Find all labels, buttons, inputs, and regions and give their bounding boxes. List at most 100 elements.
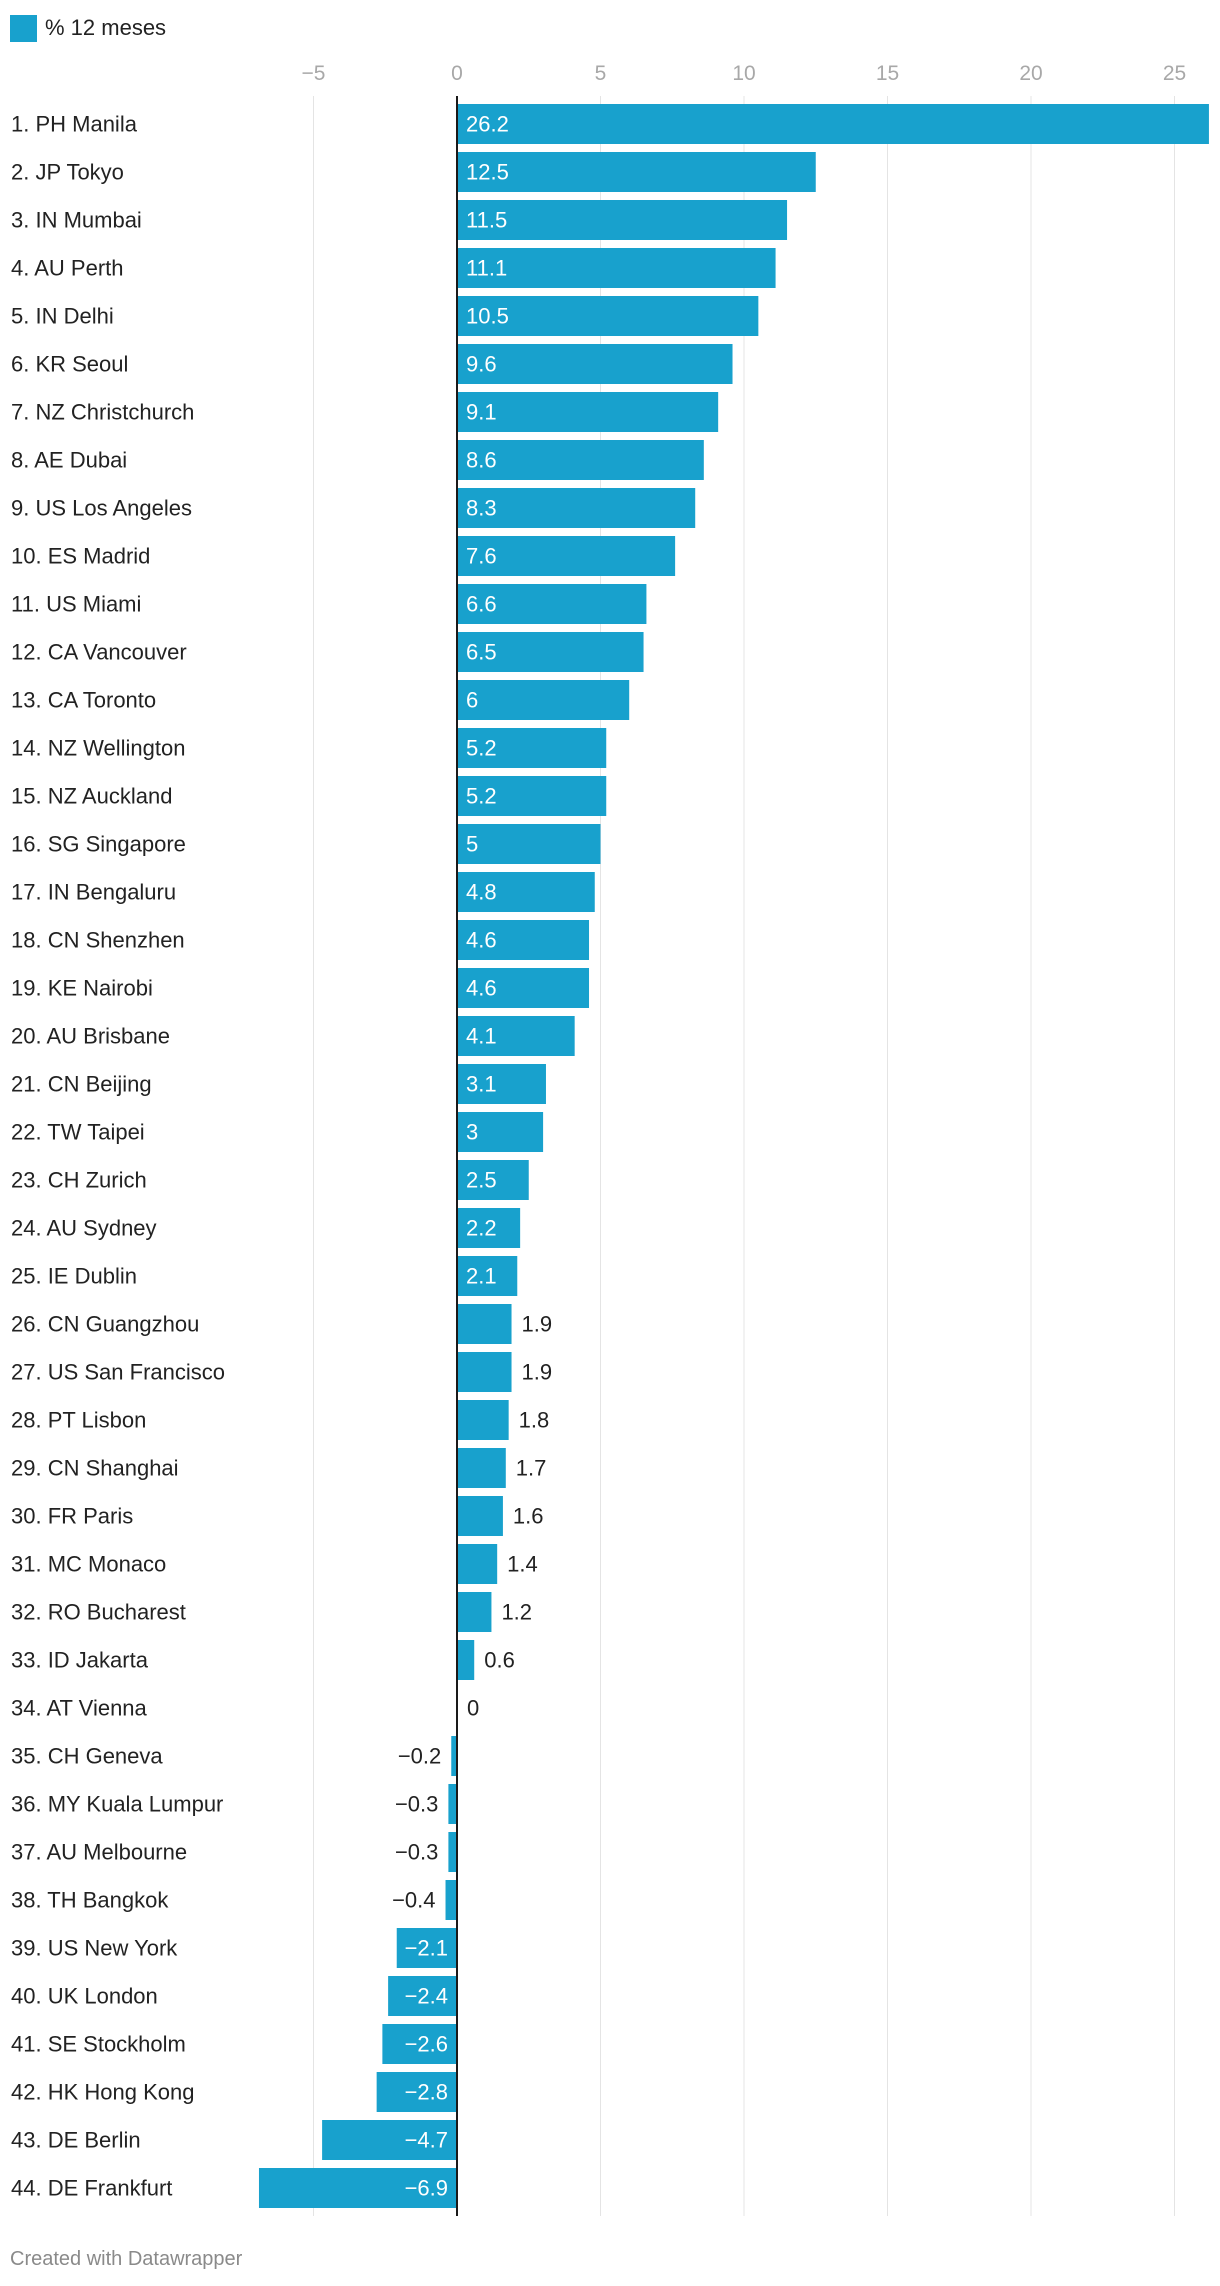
value-label: −2.1 [405, 1936, 448, 1961]
category-label: 42. HK Hong Kong [11, 2080, 194, 2105]
category-label: 8. AE Dubai [11, 448, 127, 473]
bar [457, 824, 601, 864]
category-label: 4. AU Perth [11, 256, 124, 281]
bar [445, 1880, 457, 1920]
bar [457, 344, 733, 384]
legend: % 12 meses [10, 13, 166, 43]
category-label: 22. TW Taipei [11, 1120, 145, 1145]
bar [457, 296, 759, 336]
value-label: −0.3 [395, 1792, 438, 1817]
value-label: −2.6 [405, 2032, 448, 2057]
category-label: 21. CN Beijing [11, 1072, 152, 1097]
value-label: 0 [467, 1696, 479, 1721]
bar [322, 2120, 457, 2160]
value-label: −6.9 [405, 2176, 448, 2201]
category-label: 43. DE Berlin [11, 2128, 141, 2153]
bar [376, 2072, 457, 2112]
value-label: 11.1 [466, 256, 507, 281]
category-label: 2. JP Tokyo [11, 160, 124, 185]
bar [457, 1112, 544, 1152]
category-label: 20. AU Brisbane [11, 1024, 170, 1049]
category-label: 23. CH Zurich [11, 1168, 147, 1193]
category-label: 40. UK London [11, 1984, 158, 2009]
bar [457, 536, 676, 576]
x-tick-label: 0 [451, 62, 463, 85]
category-label: 41. SE Stockholm [11, 2032, 186, 2057]
category-label: 28. PT Lisbon [11, 1408, 146, 1433]
category-label: 9. US Los Angeles [11, 496, 192, 521]
bar [457, 632, 644, 672]
x-tick-label: 5 [595, 62, 607, 85]
category-label: 1. PH Manila [11, 112, 138, 137]
category-label: 29. CN Shanghai [11, 1456, 179, 1481]
bar [448, 1832, 457, 1872]
x-tick-label: 25 [1163, 62, 1186, 85]
value-label: 1.9 [522, 1312, 553, 1337]
category-label: 30. FR Paris [11, 1504, 133, 1529]
category-label: 13. CA Toronto [11, 688, 156, 713]
category-label: 10. ES Madrid [11, 544, 150, 569]
category-label: 36. MY Kuala Lumpur [11, 1792, 223, 1817]
category-label: 44. DE Frankfurt [11, 2176, 172, 2201]
value-label: 4.6 [466, 976, 497, 1001]
category-label: 39. US New York [11, 1936, 178, 1961]
value-label: 4.6 [466, 928, 497, 953]
value-label: 5 [466, 832, 478, 857]
value-label: 7.6 [466, 544, 497, 569]
x-tick-label: 20 [1019, 62, 1042, 85]
bar [457, 1208, 521, 1248]
bar [457, 1064, 546, 1104]
value-label: 11.5 [466, 208, 507, 233]
value-label: 4.8 [466, 880, 497, 905]
bar [457, 1016, 575, 1056]
value-label: 4.1 [466, 1024, 497, 1049]
bar [382, 2024, 457, 2064]
value-label: 0.6 [484, 1648, 515, 1673]
category-label: 27. US San Francisco [11, 1360, 225, 1385]
value-label: 3 [466, 1120, 478, 1145]
value-label: 2.5 [466, 1168, 497, 1193]
value-label: −2.4 [405, 1984, 448, 2009]
category-label: 5. IN Delhi [11, 304, 114, 329]
bar [457, 1592, 492, 1632]
category-label: 37. AU Melbourne [11, 1840, 187, 1865]
value-label: 10.5 [466, 304, 509, 329]
bar [457, 728, 607, 768]
value-label: 1.6 [513, 1504, 544, 1529]
value-label: 12.5 [466, 160, 509, 185]
category-label: 38. TH Bangkok [11, 1888, 169, 1913]
value-label: 1.2 [501, 1600, 532, 1625]
footer-credit: Created with Datawrapper [10, 2248, 243, 2270]
category-label: 33. ID Jakarta [11, 1648, 149, 1673]
bar [457, 1304, 512, 1344]
value-label: 1.9 [522, 1360, 553, 1385]
value-label: 9.6 [466, 352, 497, 377]
category-label: 34. AT Vienna [11, 1696, 148, 1721]
value-label: 5.2 [466, 736, 497, 761]
bar [457, 488, 696, 528]
category-label: 26. CN Guangzhou [11, 1312, 199, 1337]
category-label: 17. IN Bengaluru [11, 880, 176, 905]
bar [457, 1400, 509, 1440]
x-tick-label: −5 [302, 62, 326, 85]
value-label: 8.3 [466, 496, 497, 521]
value-label: 9.1 [466, 400, 497, 425]
value-label: 1.4 [507, 1552, 538, 1577]
value-label: 5.2 [466, 784, 497, 809]
bar [258, 2168, 457, 2208]
x-tick-label: 10 [732, 62, 755, 85]
value-label: 2.2 [466, 1216, 497, 1241]
category-label: 14. NZ Wellington [11, 736, 185, 761]
category-label: 7. NZ Christchurch [11, 400, 194, 425]
bar [388, 1976, 457, 2016]
category-label: 31. MC Monaco [11, 1552, 166, 1577]
value-label: −4.7 [405, 2128, 448, 2153]
x-tick-label: 15 [876, 62, 899, 85]
value-label: −0.3 [395, 1840, 438, 1865]
value-label: −0.2 [398, 1744, 441, 1769]
value-label: −0.4 [392, 1888, 435, 1913]
category-label: 24. AU Sydney [11, 1216, 157, 1241]
bar [457, 1160, 529, 1200]
category-label: 35. CH Geneva [11, 1744, 163, 1769]
value-label: 1.7 [516, 1456, 547, 1481]
